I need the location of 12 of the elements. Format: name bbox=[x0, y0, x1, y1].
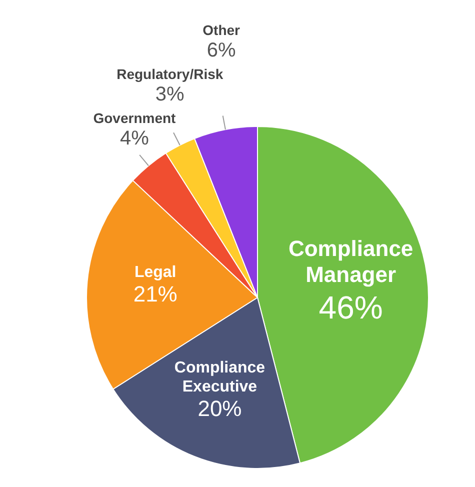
data-label: 3% bbox=[155, 83, 185, 106]
data-label: 46% bbox=[318, 290, 383, 326]
slice-label: Compliance Manager bbox=[288, 236, 414, 287]
data-label: 6% bbox=[206, 39, 236, 62]
data-label: 4% bbox=[120, 127, 150, 150]
data-label: 20% bbox=[198, 396, 242, 421]
slice-label: Regulatory/Risk bbox=[116, 66, 224, 82]
data-label: 21% bbox=[133, 281, 178, 306]
slice-label: Legal bbox=[134, 264, 176, 281]
slice-label: Compliance Executive bbox=[174, 359, 266, 396]
slice-label: Other bbox=[202, 22, 241, 38]
slice-label: Government bbox=[93, 110, 176, 126]
